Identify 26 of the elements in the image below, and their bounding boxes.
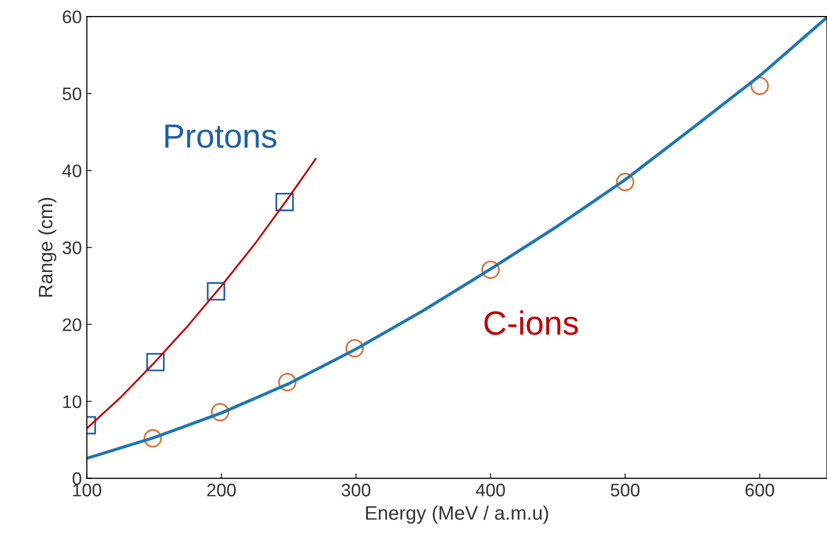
point xyxy=(616,172,634,192)
x-tick-label: 500 xyxy=(610,484,640,496)
point xyxy=(275,192,294,212)
annotation: C-ions xyxy=(484,310,578,335)
x-tick-label: 400 xyxy=(476,484,505,496)
y-tick-label: 50 xyxy=(62,87,82,100)
x-tick-label: 600 xyxy=(746,484,774,496)
annotation: Protons xyxy=(165,124,276,148)
point xyxy=(481,260,500,279)
point xyxy=(144,429,162,448)
y-tick-label: 10 xyxy=(63,395,82,408)
point xyxy=(345,339,364,358)
y-tick-label: 20 xyxy=(62,318,82,332)
point xyxy=(206,282,226,301)
x-tick-label: 100 xyxy=(73,484,102,496)
x-tick-label: 300 xyxy=(342,484,370,496)
point xyxy=(210,402,230,422)
point xyxy=(278,372,297,392)
x-tick-label: 200 xyxy=(207,484,236,496)
point xyxy=(146,352,165,372)
y-tick-label: 30 xyxy=(62,241,82,254)
y-tick-label: 60 xyxy=(62,10,82,24)
y-axis-title: Range (cm) xyxy=(38,198,56,297)
x-axis-title: Energy (MeV / a.m.u) xyxy=(366,506,548,524)
y-tick-label: 0 xyxy=(72,472,82,486)
y-tick-label: 40 xyxy=(62,164,82,178)
